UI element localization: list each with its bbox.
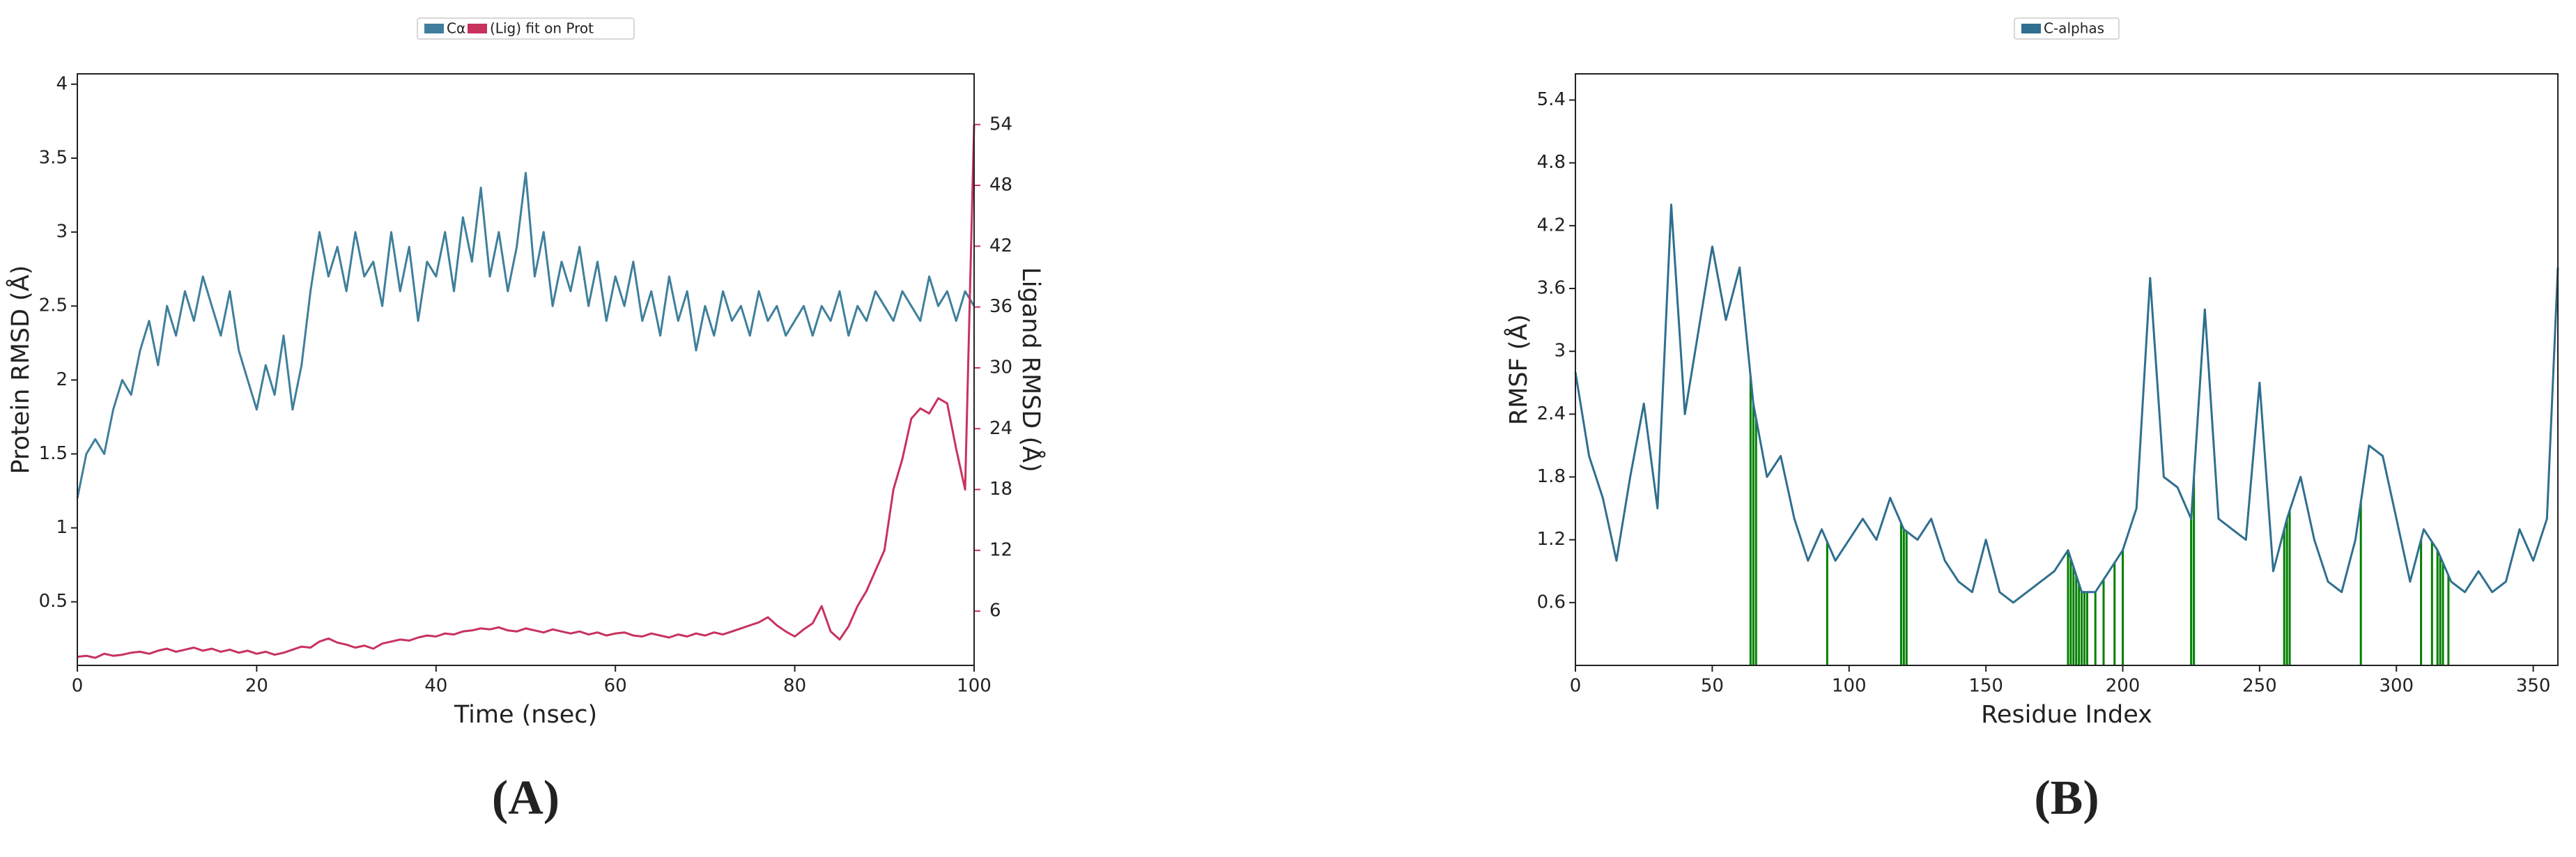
y-tick-label: 1.5 [39,443,68,464]
panel-label: (A) [492,771,560,825]
y2-tick-label: 36 [989,296,1012,317]
plot-frame [77,73,975,666]
plot-frame [1575,73,2559,666]
legend-text: Cα [447,20,465,37]
x-tick-label: 100 [957,676,992,697]
y2-tick-label: 42 [989,236,1012,256]
y-tick-label: 2 [56,369,68,390]
x-tick-label: 50 [1701,676,1724,697]
y2-tick-label: 12 [989,539,1012,560]
legend: C-alphas [2014,17,2120,40]
y2-tick-label: 6 [989,601,1001,621]
y-tick-label: 1 [56,517,68,538]
y2-tick-label: 18 [989,479,1012,500]
y2-axis-title: Ligand RMSD (Å) [1017,267,1047,472]
y2-tick-label: 54 [989,114,1012,134]
y-tick-label: 0.6 [1537,592,1566,612]
y-axis-title: RMSF (Å) [1503,314,1533,425]
series-line [1574,203,2559,604]
x-tick-label: 80 [783,676,806,697]
y-tick-label: 3.5 [39,147,68,168]
x-tick-label: 0 [1570,676,1582,697]
y-tick-label: 1.8 [1537,466,1566,487]
legend-swatch [468,24,487,33]
x-tick-label: 250 [2242,676,2277,697]
panel: 0 20 40 60 80 100 0.5 1 1.5 2 2.5 3 3.5 4 6 12 18 24 30 36 4… [5,17,1047,825]
y-tick-label: 4.8 [1537,152,1566,173]
y-tick-label: 4.2 [1537,215,1566,236]
y2-tick-label: 48 [989,175,1012,196]
y-tick-label: 1.2 [1537,529,1566,550]
legend-text: C-alphas [2044,20,2104,37]
legend-text: (Lig) fit on Prot [490,20,594,37]
y-tick-label: 3 [56,222,68,242]
x-tick-label: 60 [604,676,627,697]
panel-label: (B) [2034,771,2099,825]
x-axis-title: Time (nsec) [454,701,597,729]
y-tick-label: 5.4 [1537,89,1566,110]
y2-tick-label: 24 [989,418,1012,439]
y-tick-label: 3 [1554,341,1566,362]
legend-swatch [2021,24,2041,33]
y-tick-label: 2.5 [39,295,68,316]
legend-box [417,17,635,40]
x-tick-label: 150 [1968,676,2003,697]
legend-box [2014,17,2120,40]
y-tick-label: 3.6 [1537,278,1566,299]
x-tick-label: 200 [2106,676,2141,697]
y-tick-label: 0.5 [39,591,68,612]
y2-tick-label: 30 [989,357,1012,378]
legend-swatch [424,24,444,33]
x-tick-label: 20 [245,676,268,697]
y-tick-label: 4 [56,73,68,94]
y-tick-label: 2.4 [1537,403,1566,424]
x-tick-label: 350 [2516,676,2551,697]
y-axis-title: Protein RMSD (Å) [5,265,35,474]
x-tick-label: 0 [72,676,84,697]
x-axis-title: Residue Index [1981,701,2152,729]
x-tick-label: 100 [1832,676,1867,697]
series-line [76,171,975,499]
x-tick-label: 40 [424,676,447,697]
panel: 0 50 100 150 200 250 300 350 0.6 1.2 1.8 2.4 3 3.6 4.2… [1503,17,2559,825]
series-line [77,124,975,659]
x-tick-label: 300 [2379,676,2414,697]
legend: Cα (Lig) fit on Prot [417,17,635,40]
